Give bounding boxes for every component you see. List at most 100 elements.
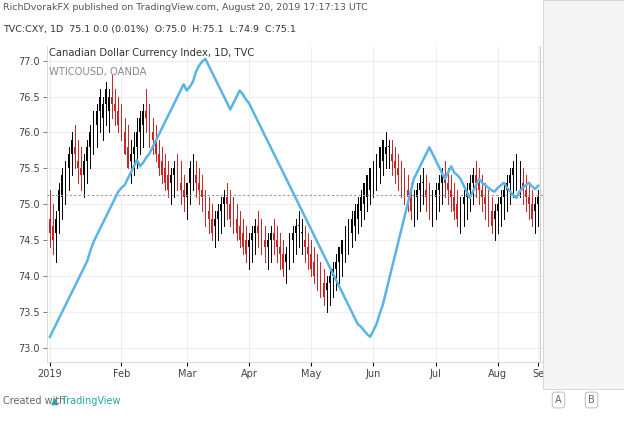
Bar [114, 104, 116, 111]
Bar [71, 140, 72, 154]
Bar [481, 190, 483, 197]
Bar [394, 161, 396, 168]
Bar [99, 96, 100, 111]
Bar [487, 204, 489, 218]
Bar [522, 183, 524, 190]
Text: 75.1: 75.1 [548, 190, 572, 200]
Bar [379, 147, 381, 168]
Bar [500, 197, 502, 204]
Bar [457, 204, 458, 218]
Bar [136, 133, 138, 147]
Bar [332, 269, 334, 276]
Bar [307, 247, 309, 254]
Bar [509, 176, 511, 183]
Bar [419, 183, 421, 190]
Bar [432, 197, 433, 204]
Text: Canadian Dollar Currency Index, 1D, TVC: Canadian Dollar Currency Index, 1D, TVC [49, 48, 255, 58]
Bar [74, 147, 76, 154]
Bar [198, 183, 200, 190]
Bar [77, 161, 79, 168]
Bar [366, 176, 368, 197]
Bar [105, 89, 107, 104]
Bar [95, 111, 97, 125]
Bar [49, 218, 51, 233]
Bar [410, 197, 412, 211]
Bar [211, 218, 213, 233]
Bar [360, 197, 362, 211]
Bar [316, 269, 318, 283]
Bar [220, 204, 222, 211]
Bar [152, 133, 154, 140]
Bar [475, 176, 477, 183]
Bar [167, 176, 169, 190]
Bar [142, 111, 144, 125]
Bar [86, 147, 88, 161]
Bar [503, 190, 505, 197]
Bar [416, 190, 418, 197]
Bar [463, 197, 464, 204]
Bar [298, 225, 300, 226]
Bar [537, 197, 539, 204]
Bar [139, 118, 141, 133]
Bar [376, 154, 378, 176]
Bar [351, 218, 353, 233]
Bar [68, 154, 69, 168]
Bar [214, 218, 216, 226]
Bar [357, 204, 359, 218]
Bar [466, 190, 467, 197]
Bar [382, 140, 384, 161]
Bar [245, 240, 246, 254]
Bar [195, 176, 197, 183]
Bar [102, 104, 104, 118]
Bar [161, 161, 163, 176]
Bar [117, 111, 119, 125]
Bar [397, 168, 399, 176]
Bar [177, 168, 178, 176]
Bar [133, 147, 135, 154]
Bar [369, 168, 371, 190]
Bar [323, 283, 324, 298]
Bar [233, 211, 234, 226]
Bar [519, 175, 520, 176]
Text: RichDvorakFX published on TradingView.com, August 20, 2019 17:17:13 UTC: RichDvorakFX published on TradingView.co… [3, 3, 368, 12]
Bar [444, 176, 446, 183]
Bar [59, 190, 60, 211]
Bar [454, 197, 455, 211]
Bar [288, 240, 290, 247]
Bar [422, 182, 424, 183]
Bar [149, 125, 150, 133]
Bar [65, 168, 66, 183]
Bar [189, 168, 191, 183]
Bar [329, 276, 331, 283]
Bar [388, 146, 390, 147]
Bar [145, 111, 147, 118]
Bar [472, 176, 474, 183]
Bar [310, 254, 312, 269]
Bar [127, 147, 129, 168]
Bar [282, 254, 284, 269]
Bar [341, 240, 343, 254]
Bar [354, 211, 356, 226]
Bar [391, 154, 393, 161]
Bar [267, 240, 268, 247]
Bar [258, 226, 259, 233]
Bar [404, 183, 406, 190]
Bar [348, 226, 349, 240]
Bar [363, 183, 365, 204]
Bar [385, 147, 387, 154]
Bar [373, 161, 374, 183]
Bar [441, 176, 442, 183]
Text: 55.96: 55.96 [548, 181, 579, 191]
Bar [407, 190, 409, 197]
Bar [460, 204, 461, 211]
Bar [469, 183, 470, 190]
Bar [531, 204, 533, 218]
Bar [183, 190, 185, 197]
Bar [319, 276, 321, 290]
Bar [52, 226, 54, 240]
Bar [120, 118, 122, 140]
Bar [270, 233, 271, 240]
Bar [236, 218, 237, 233]
Bar [291, 233, 293, 240]
Text: WTICOUSD, OANDA: WTICOUSD, OANDA [49, 67, 147, 77]
